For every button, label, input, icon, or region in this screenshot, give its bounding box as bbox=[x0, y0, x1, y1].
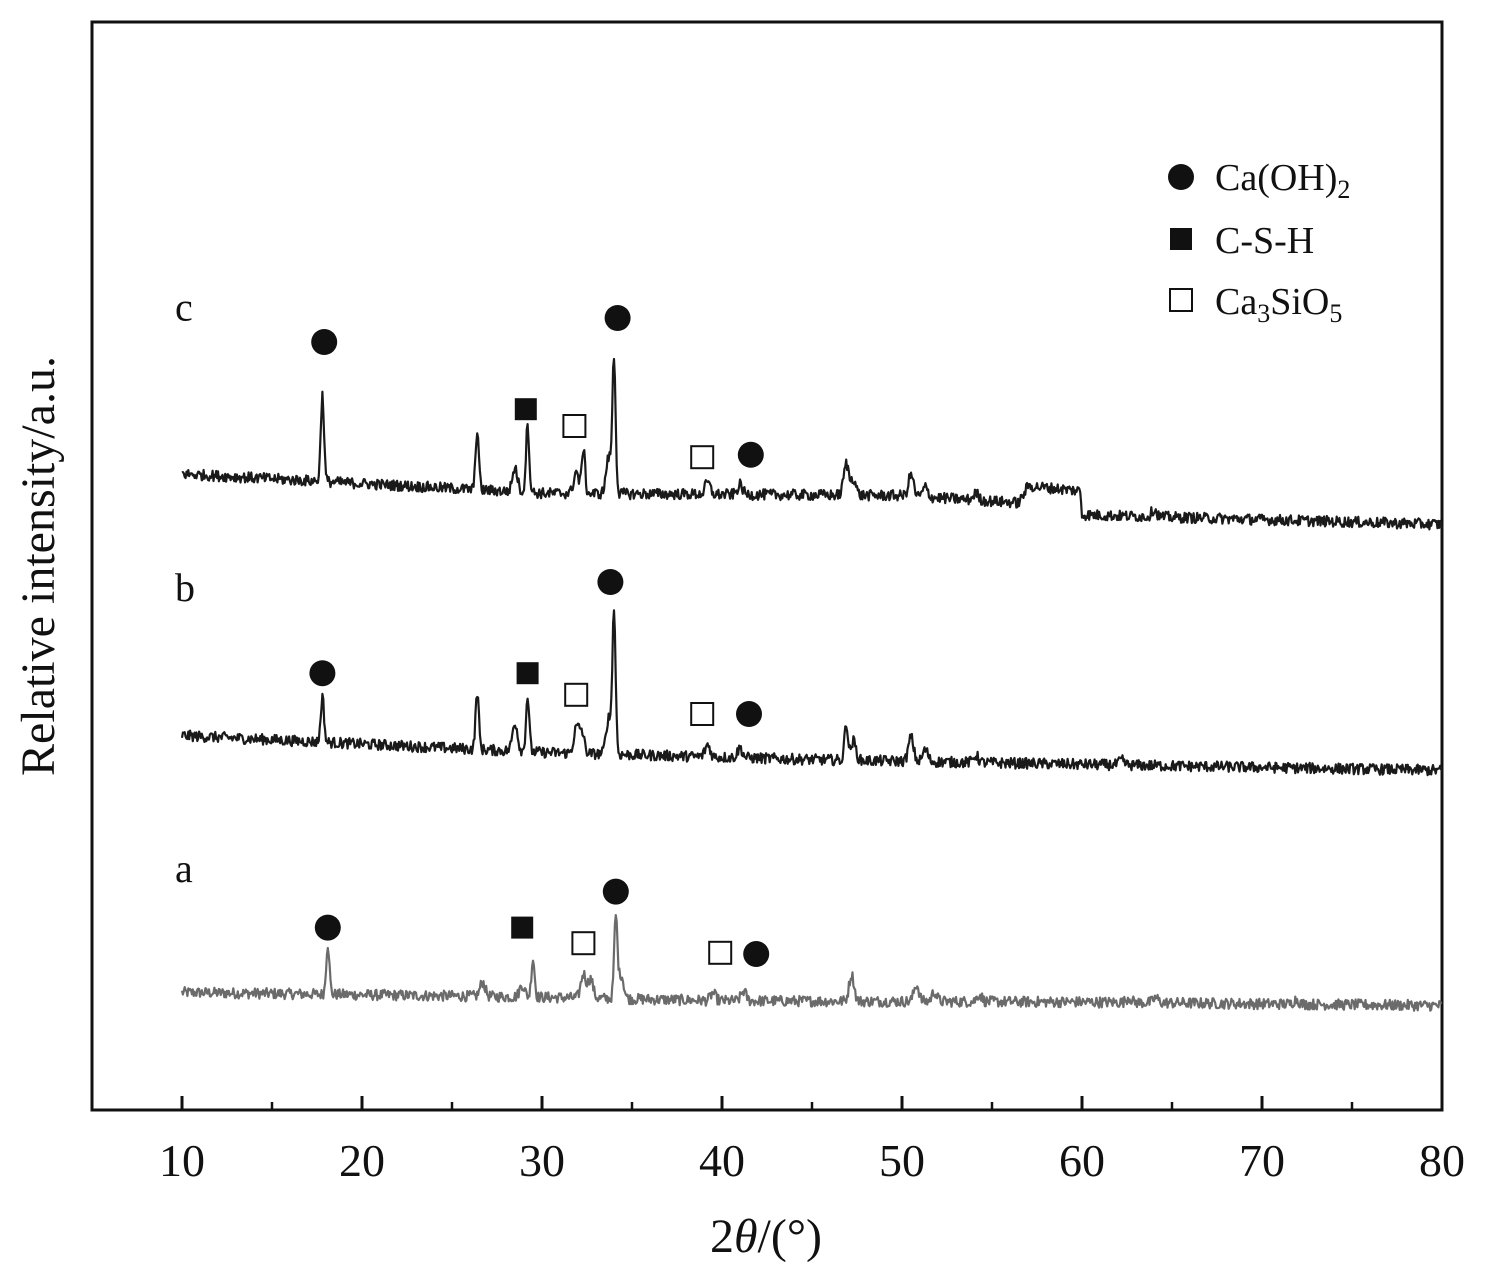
caoh2-marker-circle-icon bbox=[604, 305, 631, 331]
csh-marker-square-icon bbox=[516, 662, 539, 685]
legend-filled-square-icon bbox=[1170, 228, 1192, 250]
legend-label-caoh2: Ca(OH)2 bbox=[1215, 157, 1350, 204]
x-tick-label: 30 bbox=[519, 1135, 565, 1186]
series-group: a b c bbox=[175, 284, 1444, 1012]
c3s-marker-open-square-icon bbox=[562, 414, 587, 438]
legend-circle-icon bbox=[1168, 164, 1194, 190]
caoh2-marker-circle-icon bbox=[309, 660, 336, 687]
x-tick-label: 40 bbox=[699, 1135, 745, 1186]
c3s-marker-open-square-icon bbox=[708, 940, 733, 965]
series-label-a: a bbox=[175, 846, 193, 891]
legend-label-c3s: Ca3SiO5 bbox=[1215, 281, 1342, 328]
legend: Ca(OH)2 C-S-H Ca3SiO5 bbox=[1168, 157, 1350, 328]
plot-frame bbox=[90, 20, 1444, 1112]
c3s-marker-open-square-icon bbox=[564, 682, 589, 707]
c3s-marker-open-square-icon bbox=[690, 702, 715, 726]
series-line-a bbox=[180, 914, 1443, 1012]
x-tick-label: 10 bbox=[159, 1135, 205, 1186]
c3s-marker-open-square-icon bbox=[690, 445, 715, 470]
series-label-c: c bbox=[175, 284, 193, 329]
x-tick-label: 50 bbox=[879, 1135, 925, 1186]
c3s-marker-open-square-icon bbox=[571, 931, 596, 956]
phase-markers bbox=[309, 305, 770, 967]
caoh2-marker-circle-icon bbox=[602, 878, 629, 905]
caoh2-marker-circle-icon bbox=[597, 569, 624, 595]
x-tick-label: 70 bbox=[1239, 1135, 1285, 1186]
series-label-b: b bbox=[175, 565, 195, 610]
x-tick-label: 80 bbox=[1419, 1135, 1465, 1186]
caoh2-marker-circle-icon bbox=[314, 914, 341, 941]
csh-marker-square-icon bbox=[511, 916, 534, 939]
caoh2-marker-circle-icon bbox=[736, 701, 762, 727]
series-line-b bbox=[180, 609, 1443, 777]
caoh2-marker-circle-icon bbox=[737, 441, 764, 468]
x-axis-title: 2θ/(°) bbox=[710, 1210, 822, 1263]
x-tick-label: 20 bbox=[339, 1135, 385, 1186]
csh-marker-square-icon bbox=[514, 398, 537, 421]
caoh2-marker-circle-icon bbox=[311, 329, 338, 355]
x-axis-ticks: 10 20 30 40 50 60 70 80 bbox=[159, 1096, 1465, 1186]
x-tick-label: 60 bbox=[1059, 1135, 1105, 1186]
y-axis-title: Relative intensity/a.u. bbox=[12, 356, 65, 776]
legend-label-csh: C-S-H bbox=[1215, 220, 1314, 262]
series-line-c bbox=[181, 357, 1444, 531]
caoh2-marker-circle-icon bbox=[743, 941, 770, 967]
legend-open-square-icon bbox=[1169, 288, 1193, 312]
